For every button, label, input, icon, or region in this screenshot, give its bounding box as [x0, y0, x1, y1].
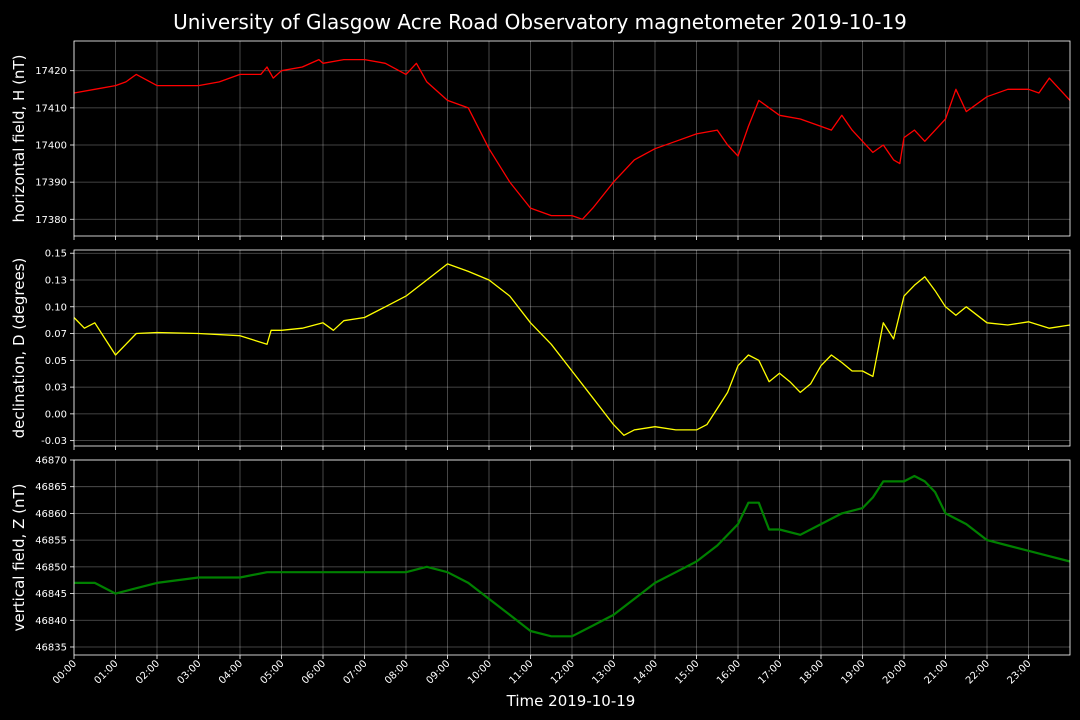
y-tick-label: 0.05 — [45, 356, 67, 367]
y-tick-label: 17420 — [35, 66, 67, 77]
y-axis-label: horizontal field, H (nT) — [10, 55, 28, 223]
y-tick-label: 46865 — [35, 482, 67, 493]
y-tick-label: -0.03 — [41, 436, 67, 447]
series-line-h — [73, 58, 1071, 220]
x-axis-label: Time 2019-10-19 — [506, 692, 636, 710]
y-tick-label: 0.13 — [45, 275, 67, 286]
y-tick-label: 0.03 — [45, 383, 67, 394]
y-tick-label: 17390 — [35, 178, 67, 189]
y-tick-label: 46870 — [35, 456, 67, 467]
y-tick-label: 46845 — [35, 589, 67, 600]
y-tick-label: 0.15 — [45, 249, 67, 260]
y-axis-label: vertical field, Z (nT) — [10, 483, 28, 631]
y-tick-label: 46835 — [35, 642, 67, 653]
series-line-z — [74, 474, 1071, 638]
y-axis-label: declination, D (degrees) — [10, 258, 28, 439]
y-tick-label: 46850 — [35, 562, 67, 573]
y-tick-label: 17400 — [35, 141, 67, 152]
axes-frame — [73, 40, 1071, 237]
axes-frame — [73, 459, 1071, 656]
y-tick-label: 46855 — [35, 536, 67, 547]
y-tick-label: 0.10 — [45, 302, 67, 313]
panel-d: -0.03 0.00 0.03 0.05 0.07 0.10 0.13 0.15 declina… — [10, 249, 1071, 450]
y-tick-label: 0.07 — [45, 329, 67, 340]
panel-h: 17380 17390 17400 17410 17420 horizontal fiel… — [10, 40, 1071, 240]
y-tick-label: 17410 — [35, 103, 67, 114]
y-tick-label: 46840 — [35, 616, 67, 627]
y-tick-label: 46860 — [35, 509, 67, 520]
series-line-d — [73, 263, 1071, 436]
y-tick-label: 0.00 — [45, 409, 67, 420]
chart-title: University of Glasgow Acre Road Observat… — [173, 10, 907, 34]
axes-frame — [73, 249, 1071, 447]
y-tick-label: 17380 — [35, 215, 67, 226]
